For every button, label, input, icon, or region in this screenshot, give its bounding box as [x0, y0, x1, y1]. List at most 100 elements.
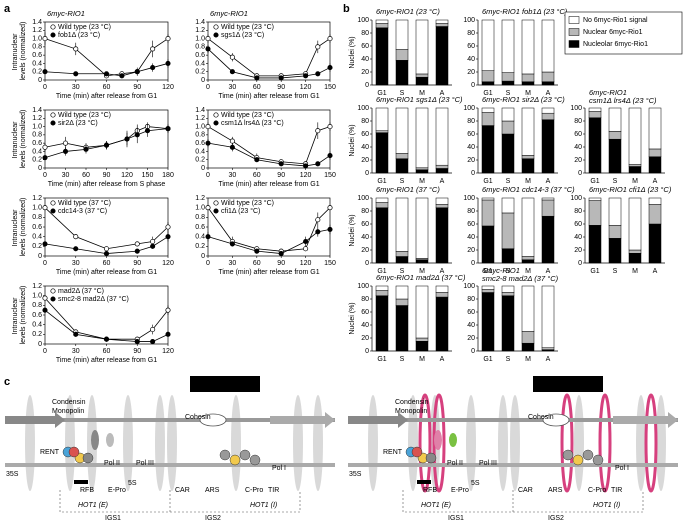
- point: [103, 336, 110, 342]
- bar-segment: [375, 27, 389, 86]
- condensin: [434, 430, 442, 450]
- bar-segment: [521, 256, 535, 260]
- bar-segment: [521, 259, 535, 264]
- point: [229, 54, 235, 60]
- point: [327, 226, 333, 232]
- y-tick-label: 60: [574, 221, 582, 228]
- bar-segment: [375, 130, 389, 133]
- y-tick-label: 80: [361, 30, 369, 37]
- diagram-label: Pol III: [479, 460, 497, 467]
- y-tick-label: 0.8: [195, 214, 205, 221]
- diagram-label: TIR: [611, 487, 622, 494]
- x-tick-label: G1: [483, 178, 492, 185]
- y-tick-label: 100: [463, 17, 475, 24]
- rfb-bar: [74, 480, 88, 484]
- panel-label: a: [4, 3, 11, 15]
- bar-segment: [648, 156, 662, 174]
- y-tick-label: 1.2: [32, 283, 42, 290]
- y-tick-label: 20: [467, 157, 475, 164]
- x-tick-label: M: [525, 268, 531, 275]
- bar-segment: [375, 290, 389, 296]
- y-tick-label: 1.2: [32, 27, 42, 34]
- y-tick-label: 0.8: [195, 44, 205, 51]
- x-tick-label: 0: [206, 172, 210, 179]
- point: [303, 73, 309, 79]
- bar-segment: [521, 342, 535, 352]
- point: [205, 234, 211, 240]
- diagram-label: Pol II: [447, 460, 463, 467]
- diagram-label: RFB: [80, 487, 94, 494]
- x-tick-label: 180: [162, 172, 174, 179]
- series-line: [44, 309, 169, 342]
- bar-segment: [435, 204, 449, 208]
- bar-segment: [648, 204, 662, 225]
- x-tick-label: S: [613, 268, 618, 275]
- legend-box: [564, 11, 683, 55]
- y-tick-label: 0.2: [32, 69, 42, 76]
- point: [315, 161, 321, 167]
- rent-subunit: [68, 446, 80, 458]
- y-tick-label: 80: [361, 208, 369, 215]
- point: [229, 138, 235, 144]
- diagram-label: RENT: [40, 449, 60, 456]
- bar-segment: [648, 223, 662, 264]
- bar-segment: [481, 197, 495, 201]
- point: [315, 128, 321, 134]
- loop: [123, 395, 133, 491]
- x-tick-label: 0: [43, 84, 47, 91]
- legend-swatch: [568, 40, 580, 48]
- legend-swatch: [568, 28, 580, 36]
- point: [150, 339, 156, 345]
- x-tick-label: M: [419, 268, 425, 275]
- chart-title: 6myc-RIO1 cfi1Δ (23 °C): [589, 185, 672, 194]
- y-tick-label: 80: [574, 118, 582, 125]
- diagram-label: ARS: [205, 487, 220, 494]
- legend-label: Wild type (23 °C): [58, 23, 111, 31]
- y-axis-label: Intranuclear levels (normalized): [12, 286, 27, 345]
- point: [303, 238, 309, 245]
- x-tick-label: 90: [103, 172, 111, 179]
- y-tick-label: 0.6: [32, 52, 42, 59]
- y-tick-label: 100: [357, 283, 369, 290]
- y-tick-label: 60: [361, 309, 369, 316]
- legend-label: fob1Δ (23 °C): [58, 31, 100, 39]
- diagram-label: Monopolin: [395, 408, 427, 415]
- x-tick-label: G1: [377, 268, 386, 275]
- y-tick-label: 0.6: [195, 52, 205, 59]
- y-tick-label: 100: [570, 105, 582, 112]
- point: [205, 205, 211, 211]
- bar-segment: [588, 107, 602, 112]
- bar-segment: [415, 73, 429, 78]
- point: [254, 157, 260, 163]
- bar-segment: [501, 248, 515, 264]
- bar-segment: [628, 107, 642, 165]
- x-tick-label: 30: [229, 84, 237, 91]
- diagram-label: IGS2: [205, 515, 221, 522]
- legend-label: cfi1Δ (23 °C): [221, 207, 260, 215]
- point: [205, 124, 211, 130]
- y-tick-label: 40: [361, 322, 369, 329]
- point: [73, 246, 79, 252]
- bar-segment: [541, 71, 555, 82]
- loop-anaphase: [598, 393, 612, 493]
- complex: [219, 449, 231, 461]
- x-tick-label: A: [653, 178, 658, 185]
- point: [327, 36, 333, 42]
- y-tick-label: 0.6: [195, 224, 205, 231]
- x-tick-label: G1: [483, 268, 492, 275]
- point: [303, 163, 309, 169]
- x-axis-label: Time (min) after release from G1: [56, 269, 157, 276]
- diagram-label: 35S: [349, 471, 362, 478]
- loop: [167, 395, 177, 491]
- bar-segment: [588, 117, 602, 174]
- legend-marker: [213, 24, 219, 30]
- x-tick-label: S: [506, 356, 511, 363]
- point: [103, 251, 110, 257]
- point: [278, 161, 284, 167]
- y-tick-label: 100: [463, 195, 475, 202]
- x-axis-label: Time (min) after release from G1: [56, 93, 157, 100]
- stage-box: [533, 376, 603, 392]
- cohesin-ring: [542, 413, 570, 427]
- point: [42, 155, 48, 161]
- point: [327, 205, 333, 211]
